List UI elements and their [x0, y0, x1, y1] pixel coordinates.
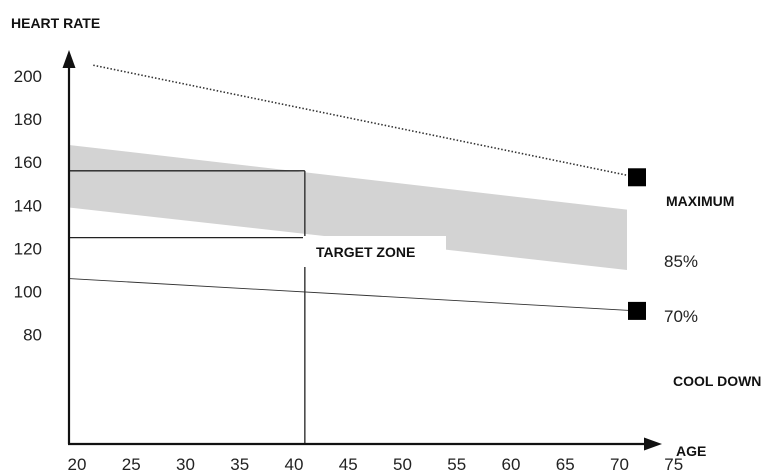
y-axis-label: HEART RATE	[11, 15, 100, 31]
x-tick-label-60: 60	[502, 455, 521, 472]
x-tick-label-45: 45	[339, 455, 358, 472]
series-line-maximum	[93, 64, 638, 179]
y-axis-arrow	[62, 50, 76, 68]
y-tick-label-200: 200	[14, 67, 42, 86]
tick-layer: 20 25 30 35 40 45 50 55 60 65 70 75 200 180 160 140 120 1…	[14, 67, 684, 472]
y-tick-label-100: 100	[14, 283, 42, 302]
guide-layer	[69, 170, 306, 444]
x-axis-label: AGE	[676, 443, 706, 459]
y-tick-label-140: 140	[14, 196, 42, 215]
x-tick-label-65: 65	[556, 455, 575, 472]
y-tick-label-160: 160	[14, 153, 42, 172]
axis-layer	[62, 50, 662, 451]
x-axis-arrow	[644, 437, 662, 451]
target-zone-label-bg	[303, 236, 446, 267]
line-layer	[68, 64, 646, 320]
x-tick-label-25: 25	[122, 455, 141, 472]
upper-band-label: 85%	[664, 252, 698, 271]
series-label-maximum: MAXIMUM	[666, 193, 734, 209]
x-tick-label-30: 30	[176, 455, 195, 472]
series-line-cool-down	[68, 278, 638, 312]
x-tick-label-70: 70	[610, 455, 629, 472]
x-tick-label-50: 50	[393, 455, 412, 472]
y-tick-label-180: 180	[14, 110, 42, 129]
x-tick-label-20: 20	[68, 455, 87, 472]
label-layer: HEART RATE AGE TARGET ZONE 85% 70% MAXIM…	[11, 15, 761, 459]
x-tick-label-35: 35	[230, 455, 249, 472]
y-tick-label-120: 120	[14, 239, 42, 258]
series-marker-maximum	[628, 168, 646, 187]
series-label-cool-down: COOL DOWN	[673, 373, 761, 389]
x-tick-label-55: 55	[447, 455, 466, 472]
series-marker-cool-down	[628, 301, 646, 320]
y-tick-label-80: 80	[23, 326, 42, 345]
x-tick-label-40: 40	[285, 455, 304, 472]
target-zone-label: TARGET ZONE	[316, 244, 415, 260]
lower-band-label: 70%	[664, 307, 698, 326]
x-tick-label-75: 75	[664, 455, 683, 472]
target-zone-band	[69, 144, 627, 270]
band-layer	[69, 144, 627, 270]
